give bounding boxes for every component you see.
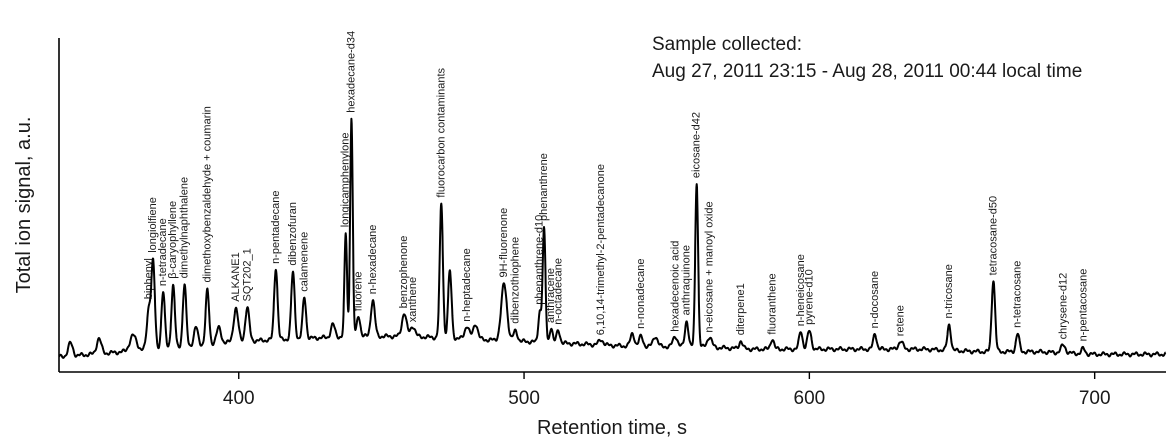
peak-label: xanthene (407, 277, 419, 322)
peak-label: n-eicosane + manoyl oxide (704, 201, 716, 332)
peak-label: calamenene (298, 232, 310, 292)
peak-label: fluorocarbon contaminants (435, 67, 447, 197)
peak-label: 6,10,14-trimethyl-2-pentadecanone (595, 164, 607, 335)
peak-label: n-docosane (869, 271, 881, 329)
x-axis-title: Retention time, s (537, 417, 687, 439)
peak-label: pyrene-d10 (803, 269, 815, 325)
peak-label: n-tetradecane (157, 218, 169, 286)
peak-label: n-pentadecane (270, 190, 282, 263)
peak-label: diterpene1 (735, 283, 747, 335)
sample-annotation-line-2: Aug 27, 2011 23:15 - Aug 28, 2011 00:44 … (652, 61, 1082, 82)
peak-label: dimethylnaphthalene (179, 177, 191, 279)
peak-label: n-nonadecane (635, 259, 647, 329)
peak-label: longiolfiene (147, 197, 159, 253)
peak-label: longicamphenylone (340, 133, 352, 228)
x-tick-label: 600 (794, 388, 826, 409)
peak-label: hexadecenoic acid (669, 241, 681, 332)
x-tick-label: 400 (223, 388, 255, 409)
peak-label: dibenzofuran (287, 202, 299, 266)
x-tick-label: 500 (508, 388, 540, 409)
peak-label: hexadecane-d34 (345, 31, 357, 113)
peak-label: retene (895, 305, 907, 336)
peak-label: n-hexadecane (367, 225, 379, 295)
peak-label: phenanthrene (538, 153, 550, 221)
peak-label: dimethoxybenzaldehyde + coumarin (201, 106, 213, 282)
chromatogram-trace (58, 117, 1167, 359)
peak-label: anthracene (545, 268, 557, 323)
peak-label: 9H-fluorenone (498, 208, 510, 278)
peak-label: n-heptadecane (461, 248, 473, 321)
peak-label: chrysene-d12 (1057, 273, 1069, 340)
sample-annotation-line-1: Sample collected: (652, 34, 802, 55)
peak-label: SQT202_1 (241, 248, 253, 301)
peak-labels: biphenyllongiolfienen-tetradecaneβ-caryo… (143, 31, 1089, 342)
peak-label: n-tetracosane (1012, 261, 1024, 328)
y-axis-title: Total ion signal, a.u. (13, 117, 35, 294)
peak-label: fluorene (353, 271, 365, 311)
peak-label: ALKANE1 (230, 252, 242, 302)
peak-label: eicosane-d42 (691, 112, 703, 178)
peak-label: n-tricosane (943, 264, 955, 318)
peak-label: benzophenone (398, 236, 410, 309)
peak-label: tetracosane-d50 (987, 196, 999, 276)
peak-label: n-pentacosane (1077, 269, 1089, 342)
peak-label: anthraquinone (681, 245, 693, 315)
peak-label: β-caryophyllene (167, 201, 179, 279)
x-axis-ticks: 400 500 600 700 (223, 372, 1111, 409)
x-tick-label: 700 (1079, 388, 1111, 409)
peak-label: dibenzothiophene (510, 237, 522, 324)
peak-label: n-heneicosane (795, 254, 807, 326)
peak-label: fluoranthene (766, 273, 778, 334)
peak-label: n-octadecane (552, 258, 564, 325)
